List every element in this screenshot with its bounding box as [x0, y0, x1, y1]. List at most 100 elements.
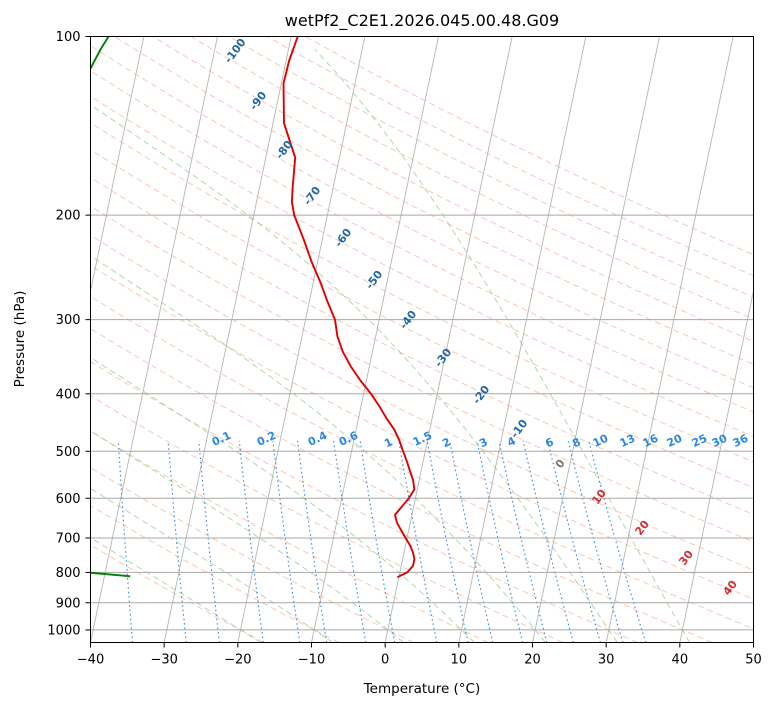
x-tick-label: 40 — [672, 653, 689, 668]
mixing-ratio-line — [588, 440, 647, 643]
isotherm-line — [679, 288, 754, 643]
dry-adiabat-lines — [90, 36, 754, 643]
mixing-ratio-line — [167, 440, 187, 643]
y-tick-label: 300 — [56, 313, 81, 328]
mixing-ratio-label: 10 — [591, 432, 611, 450]
temperature-profile-line — [282, 36, 416, 579]
mixing-ratio-label: 0.6 — [337, 429, 360, 449]
isotherm-label: -50 — [363, 268, 386, 292]
profile-series — [90, 36, 416, 579]
mixing-ratio-label: 0.2 — [255, 429, 278, 449]
dry-adiabat-line — [228, 36, 754, 298]
dry-adiabat-line — [90, 505, 339, 643]
isotherm-label: -30 — [432, 346, 455, 370]
mixing-ratio-label: 20 — [665, 432, 685, 450]
x-tick-label: 0 — [381, 653, 389, 668]
x-tick-label: 50 — [745, 653, 762, 668]
moist-adiabat-line — [90, 487, 333, 643]
isotherm-line — [458, 36, 587, 643]
mixing-ratio-line — [426, 440, 469, 643]
x-tick-label: −30 — [150, 653, 177, 668]
isotherm-label: 10 — [589, 487, 609, 507]
mixing-ratio-label: 1.5 — [411, 429, 434, 449]
isotherm-line — [0, 37, 70, 643]
isotherm-label: 20 — [632, 518, 652, 538]
mixing-ratio-label: 0.4 — [306, 429, 329, 449]
moist-adiabat-line — [90, 537, 261, 643]
mixing-ratio-line — [547, 440, 601, 643]
y-tick-label: 400 — [56, 387, 81, 402]
isotherm-label: -40 — [397, 308, 420, 332]
y-tick-label: 500 — [56, 445, 81, 460]
dry-adiabat-line — [90, 234, 754, 571]
moist-adiabat-line — [90, 255, 546, 643]
isotherm-label: 30 — [676, 548, 696, 568]
dry-adiabat-line — [90, 430, 489, 643]
dry-adiabat-line — [90, 70, 754, 413]
dry-adiabat-line — [90, 395, 564, 643]
x-tick-label: 10 — [451, 653, 468, 668]
x-tick-label: −40 — [77, 653, 104, 668]
mixing-ratio-label: 3 — [477, 435, 489, 450]
pressure-gridlines — [90, 36, 754, 631]
x-tick-label: −10 — [298, 653, 325, 668]
isotherm-line — [237, 36, 366, 643]
y-tick-label: 800 — [56, 566, 81, 581]
dry-adiabat-line — [90, 327, 713, 643]
y-axis: 100 200 300 400 500 600 700 800 900 1000 — [47, 30, 91, 638]
dry-adiabat-line — [90, 149, 754, 489]
moist-adiabat-line — [90, 104, 618, 643]
moist-adiabat-lines — [90, 48, 691, 643]
moist-adiabat-line — [314, 48, 691, 643]
x-axis-title: Temperature (°C) — [363, 681, 481, 697]
y-tick-label: 1000 — [47, 623, 80, 638]
dry-adiabat-line — [90, 205, 754, 543]
x-tick-label: 30 — [598, 653, 615, 668]
plot-area: -100-90-80-70-60-50-40-30-20-10010203040… — [0, 36, 754, 643]
isotherm-label: -70 — [301, 184, 324, 208]
dry-adiabat-line — [90, 122, 754, 463]
isotherm-line — [90, 36, 218, 643]
mixing-ratio-line — [272, 440, 301, 643]
isotherm-line — [163, 36, 292, 643]
isotherm-label: -60 — [332, 226, 355, 250]
mixing-ratio-line — [398, 440, 438, 643]
mixing-ratio-line — [567, 440, 624, 643]
x-tick-label: −20 — [224, 653, 251, 668]
y-tick-label: 900 — [56, 596, 81, 611]
dry-adiabat-line — [90, 176, 754, 515]
mixing-ratio-label: 6 — [543, 435, 556, 450]
mixing-ratio-label: 30 — [710, 432, 730, 450]
moist-adiabat-line — [90, 430, 404, 643]
mixing-ratio-line — [296, 440, 328, 643]
y-tick-label: 600 — [56, 492, 81, 507]
y-tick-label: 100 — [56, 30, 81, 45]
y-tick-label: 200 — [56, 209, 81, 224]
y-tick-label: 700 — [56, 532, 81, 547]
isotherm-line — [605, 36, 734, 643]
isotherm-label: -90 — [247, 89, 270, 113]
dry-adiabat-line — [90, 361, 638, 643]
mixing-ratio-line — [449, 440, 494, 643]
moist-adiabat-line — [90, 356, 475, 643]
isotherm-label: 0 — [553, 457, 568, 471]
x-axis: −40 −30 −20 −10 0 10 20 30 40 50 — [77, 642, 762, 668]
chart-title: wetPf2_C2E1.2026.045.00.48.G09 — [285, 11, 559, 31]
mixing-ratio-line — [498, 440, 548, 643]
mixing-ratio-label: 0.1 — [210, 429, 233, 449]
mixing-ratio-line — [359, 440, 396, 643]
mixing-ratio-line — [198, 440, 221, 643]
mixing-ratio-line — [476, 440, 524, 643]
isotherm-line — [753, 640, 754, 643]
dry-adiabat-line — [152, 36, 754, 342]
isotherm-line — [384, 36, 513, 643]
dry-adiabat-line — [90, 45, 754, 389]
dry-adiabat-line — [90, 264, 754, 600]
isotherm-line — [90, 36, 145, 294]
mixing-ratio-lines — [117, 440, 647, 643]
isotherm-label: 40 — [720, 578, 740, 598]
line-labels: -100-90-80-70-60-50-40-30-20-10010203040… — [210, 36, 751, 598]
mixing-ratio-label: 13 — [618, 432, 637, 450]
isotherm-label: -100 — [222, 36, 249, 66]
